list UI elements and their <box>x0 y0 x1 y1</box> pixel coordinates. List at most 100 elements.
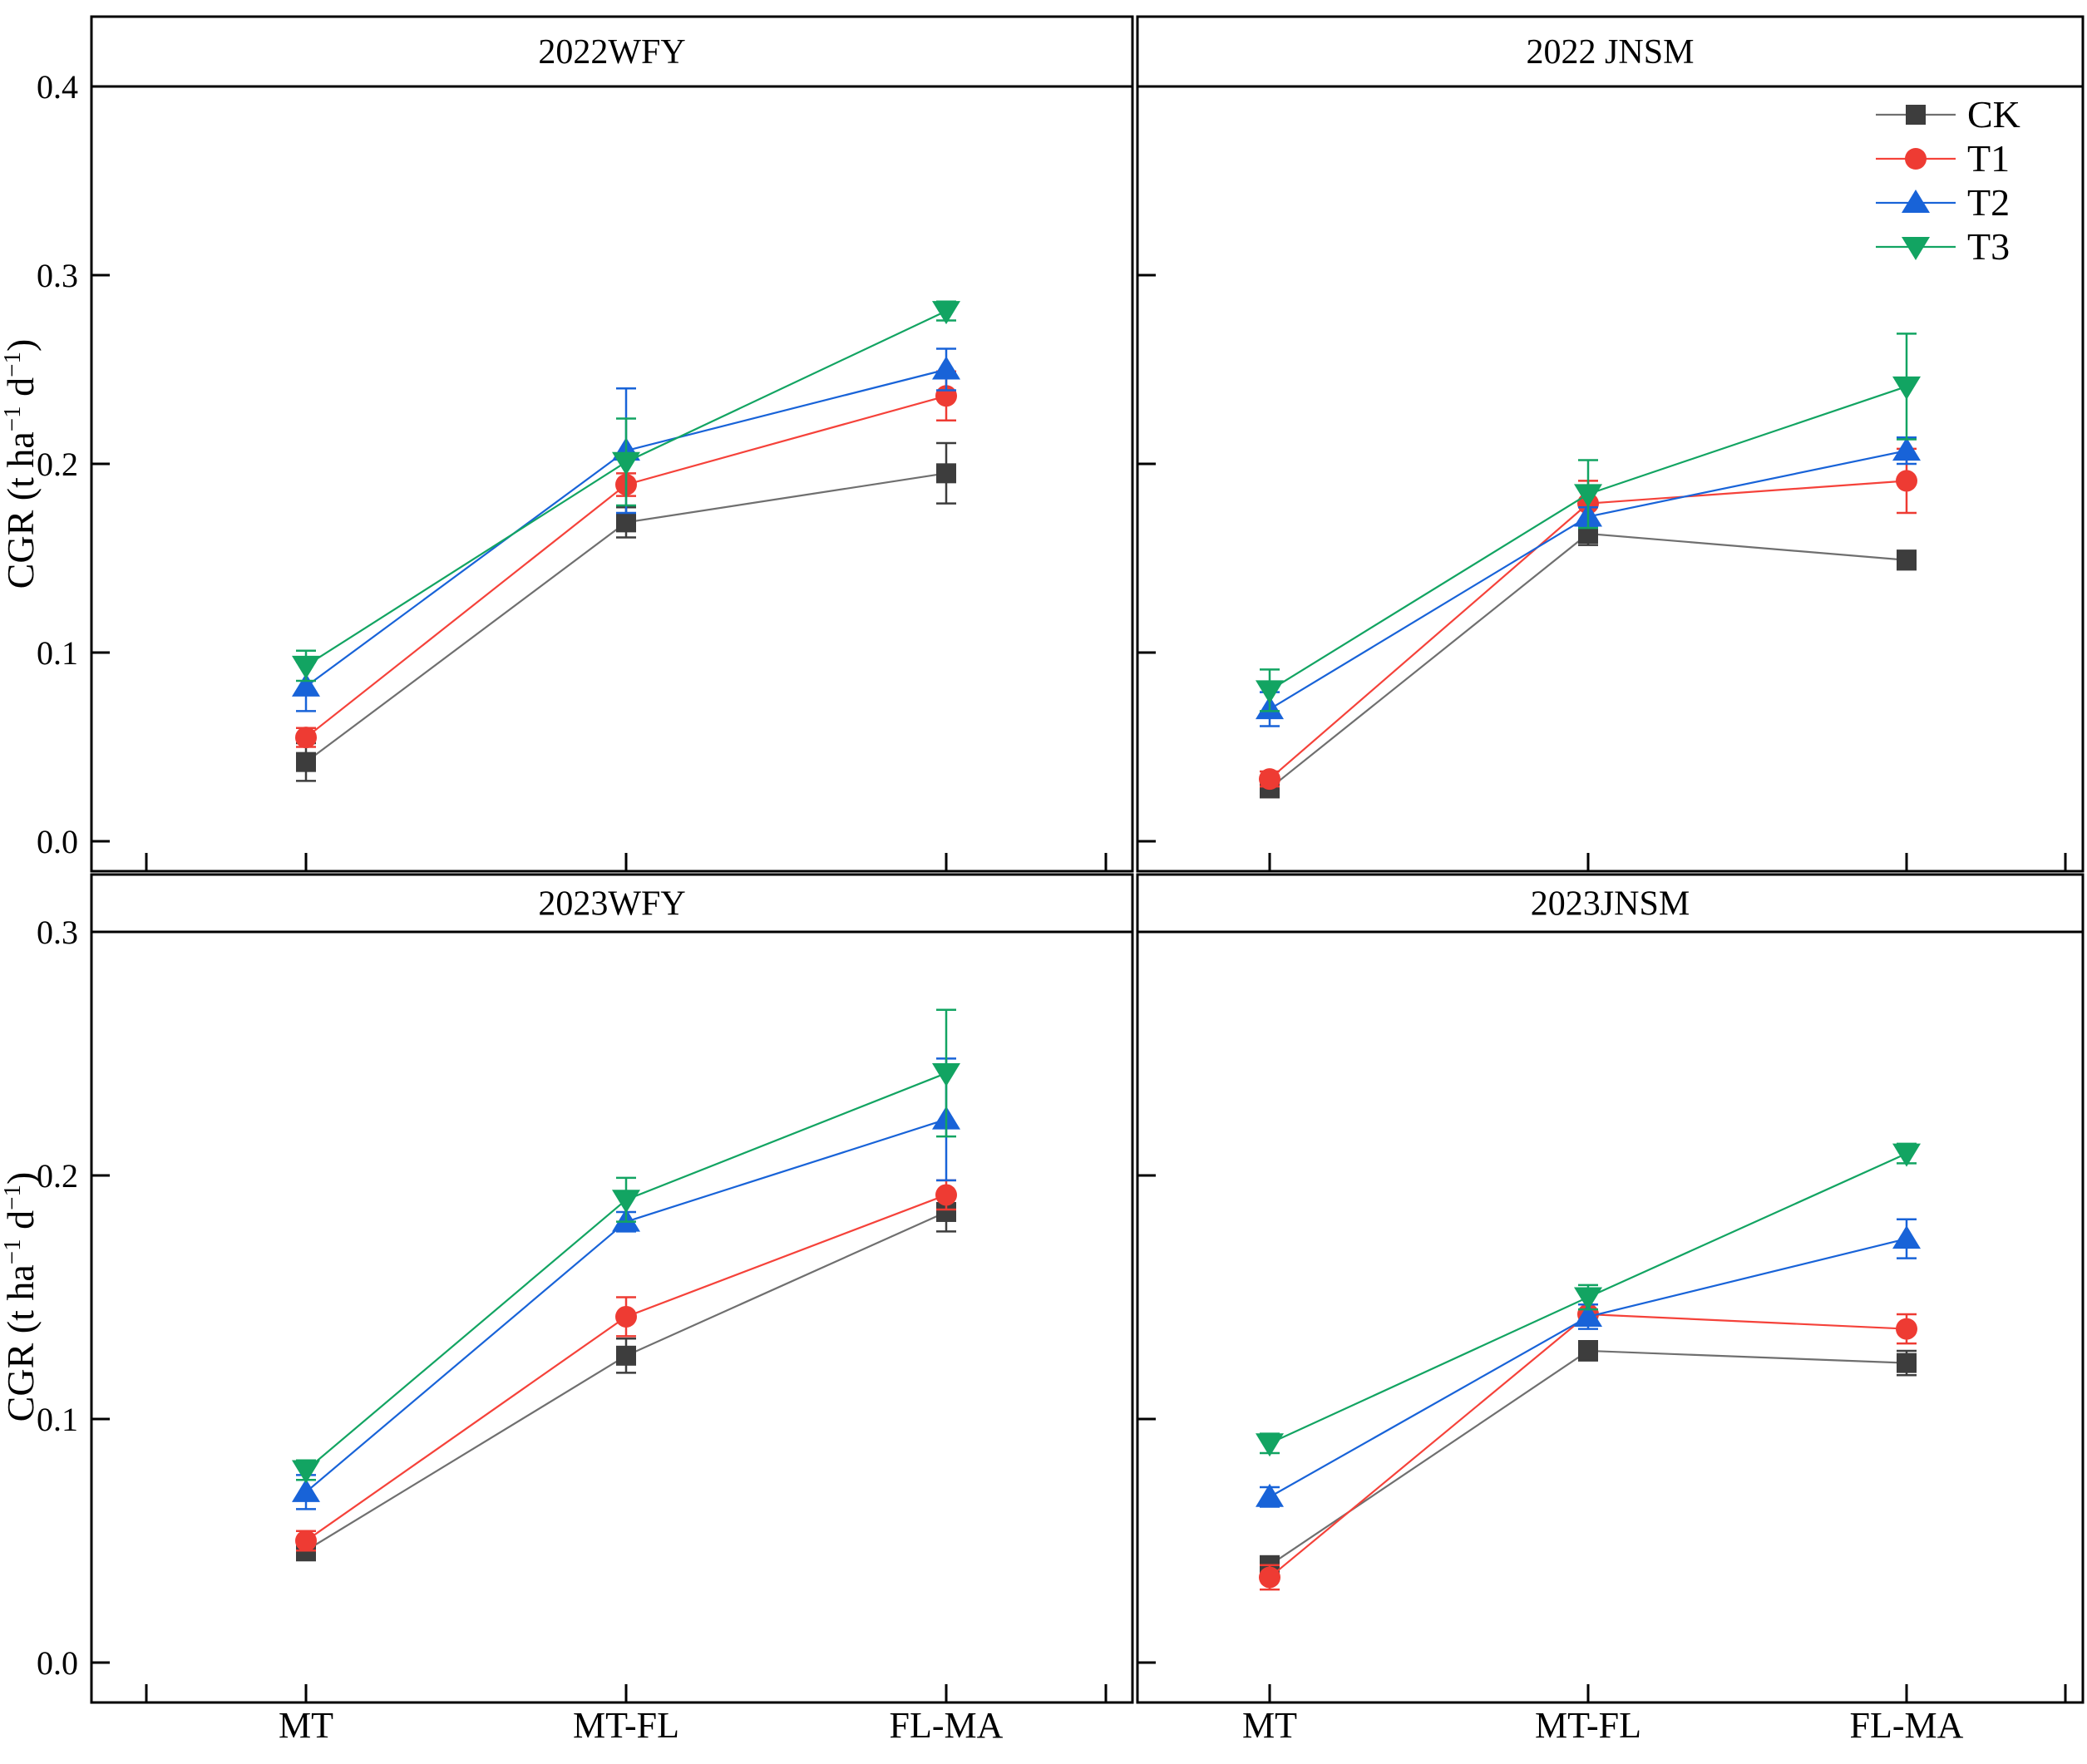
T3-marker <box>612 451 640 475</box>
legend-item-T2: T2 <box>1876 181 2010 224</box>
y-axis-label-segment: ) <box>0 1172 42 1185</box>
superscript: −1 <box>0 406 26 431</box>
CK-line <box>1269 532 1907 790</box>
T2-marker <box>292 1478 320 1502</box>
series-CK <box>1260 521 1917 799</box>
series-T2 <box>292 1057 960 1510</box>
legend-label: T3 <box>1967 225 2010 268</box>
T2-marker <box>932 356 960 380</box>
T1-marker <box>935 1184 957 1206</box>
CK-marker <box>616 1345 636 1366</box>
y-tick-label: 0.1 <box>37 1401 78 1438</box>
series-T2 <box>1256 1218 1921 1508</box>
panel-2023WFY: 2023WFY 0.0 0.1 0.2 0.3 MT MT-FL FL-MA <box>37 873 1134 1746</box>
legend-label: CK <box>1967 93 2020 136</box>
panel-title: 2022WFY <box>538 33 685 71</box>
CK-line <box>305 1210 947 1552</box>
T1-marker <box>615 1305 637 1328</box>
T3-marker <box>1256 680 1284 704</box>
y-axis-label-segment: d <box>0 377 42 407</box>
series-T3 <box>292 1008 960 1484</box>
CK-marker <box>936 463 956 484</box>
T1-marker <box>1259 768 1280 791</box>
series-T3 <box>1256 1142 1921 1457</box>
y-tick-label: 0.4 <box>37 68 78 106</box>
T3-marker <box>1256 1433 1284 1457</box>
x-tick-label: FL-MA <box>1850 1705 1964 1746</box>
x-tick-label: MT-FL <box>573 1705 679 1746</box>
legend-item-T1: T1 <box>1876 137 2010 180</box>
series-CK <box>296 1191 956 1562</box>
legend-item-T3: T3 <box>1876 225 2010 268</box>
panel-title: 2023WFY <box>538 885 685 924</box>
y-axis-label-segment: CGR (t ha <box>0 431 42 589</box>
T3-marker <box>292 655 320 679</box>
legend-label: T2 <box>1967 181 2010 224</box>
panel-2022WFY: 2022WFY 0.0 0.1 0.2 0.3 0.4 <box>37 15 1134 873</box>
T3-marker <box>932 301 960 325</box>
superscript: −1 <box>0 352 26 377</box>
CK-marker <box>1897 549 1917 570</box>
legend-marker <box>1905 148 1927 170</box>
T3-marker <box>292 1460 320 1484</box>
T1-marker <box>295 1530 317 1552</box>
y-tick-label: 0.2 <box>37 446 78 483</box>
CK-marker <box>1578 1340 1598 1361</box>
T3-marker <box>1892 1143 1921 1167</box>
series-T1 <box>295 1179 957 1552</box>
panel-border <box>90 15 1134 873</box>
T2-marker <box>1256 1483 1284 1507</box>
x-tick-label: FL-MA <box>890 1705 1004 1746</box>
CK-marker <box>616 512 636 533</box>
x-tick-label: MT <box>279 1705 333 1746</box>
legend-marker <box>1902 237 1930 260</box>
y-axis-label-segment: ) <box>0 339 42 352</box>
CK-marker <box>1897 1353 1917 1373</box>
y-axis-label: CGR (t ha−1 d−1) <box>0 1172 42 1422</box>
y-tick-label: 0.3 <box>37 914 78 951</box>
legend-marker <box>1902 190 1930 213</box>
y-tick-label: 0.2 <box>37 1157 78 1195</box>
T1-marker <box>1259 1566 1280 1589</box>
T3-marker <box>1574 484 1602 508</box>
CK-marker <box>296 751 316 772</box>
T3-marker <box>932 1062 960 1086</box>
panel-border <box>1136 15 2085 873</box>
panel-title: 2022 JNSM <box>1527 33 1695 71</box>
y-axis-label-segment: CGR (t ha <box>0 1264 42 1422</box>
T1-marker <box>1896 1318 1917 1340</box>
superscript: −1 <box>0 1185 26 1210</box>
y-axis-label: CGR (t ha−1 d−1) <box>0 339 42 589</box>
panel-2023JNSM: 2023JNSM MT MT-FL FL-MA <box>1136 873 2085 1746</box>
T2-marker <box>1892 1225 1921 1249</box>
y-tick-label: 0.0 <box>37 1644 78 1682</box>
series-CK <box>1260 1339 1917 1575</box>
panel-title: 2023JNSM <box>1531 885 1690 924</box>
series-T3 <box>1256 333 1921 712</box>
T3-marker <box>1574 1287 1602 1311</box>
T2-line <box>1269 1238 1907 1498</box>
y-tick-label: 0.3 <box>37 257 78 294</box>
x-tick-label: MT-FL <box>1535 1705 1641 1746</box>
x-tick-label: MT <box>1242 1705 1297 1746</box>
y-tick-label: 0.1 <box>37 634 78 672</box>
legend-label: T1 <box>1967 137 2010 180</box>
T2-marker <box>1574 1303 1602 1327</box>
panel-border <box>90 873 1134 1704</box>
T2-marker <box>1892 437 1921 461</box>
T2-marker <box>292 673 320 697</box>
y-tick-label: 0.0 <box>37 823 78 860</box>
T3-marker <box>612 1190 640 1214</box>
y-axis-label-segment: d <box>0 1210 42 1239</box>
legend-item-CK: CK <box>1876 93 2020 136</box>
T1-marker <box>1896 470 1917 492</box>
panel-border <box>1136 873 2085 1704</box>
superscript: −1 <box>0 1239 26 1264</box>
T3-marker <box>1892 376 1921 400</box>
legend-marker <box>1906 105 1926 125</box>
CK-line <box>1269 1349 1907 1566</box>
